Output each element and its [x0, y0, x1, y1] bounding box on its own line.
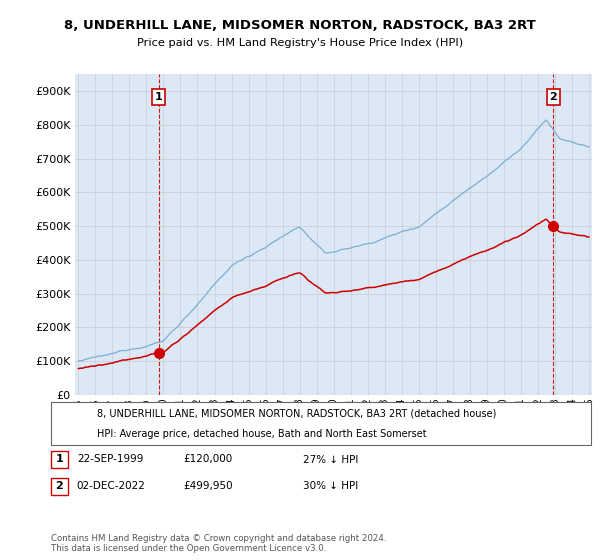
- Text: 2: 2: [56, 482, 63, 491]
- Text: 8, UNDERHILL LANE, MIDSOMER NORTON, RADSTOCK, BA3 2RT (detached house): 8, UNDERHILL LANE, MIDSOMER NORTON, RADS…: [97, 409, 497, 419]
- Text: £120,000: £120,000: [183, 455, 232, 464]
- Text: 27% ↓ HPI: 27% ↓ HPI: [303, 455, 358, 464]
- Text: Contains HM Land Registry data © Crown copyright and database right 2024.
This d: Contains HM Land Registry data © Crown c…: [51, 534, 386, 553]
- Text: 8, UNDERHILL LANE, MIDSOMER NORTON, RADSTOCK, BA3 2RT: 8, UNDERHILL LANE, MIDSOMER NORTON, RADS…: [64, 18, 536, 32]
- Text: HPI: Average price, detached house, Bath and North East Somerset: HPI: Average price, detached house, Bath…: [97, 430, 427, 439]
- Text: 2: 2: [550, 92, 557, 102]
- Text: £499,950: £499,950: [183, 482, 233, 491]
- Text: 02-DEC-2022: 02-DEC-2022: [77, 482, 146, 491]
- Text: 1: 1: [56, 455, 63, 464]
- Text: 22-SEP-1999: 22-SEP-1999: [77, 455, 143, 464]
- Text: 1: 1: [155, 92, 163, 102]
- Text: Price paid vs. HM Land Registry's House Price Index (HPI): Price paid vs. HM Land Registry's House …: [137, 38, 463, 48]
- Text: 30% ↓ HPI: 30% ↓ HPI: [303, 482, 358, 491]
